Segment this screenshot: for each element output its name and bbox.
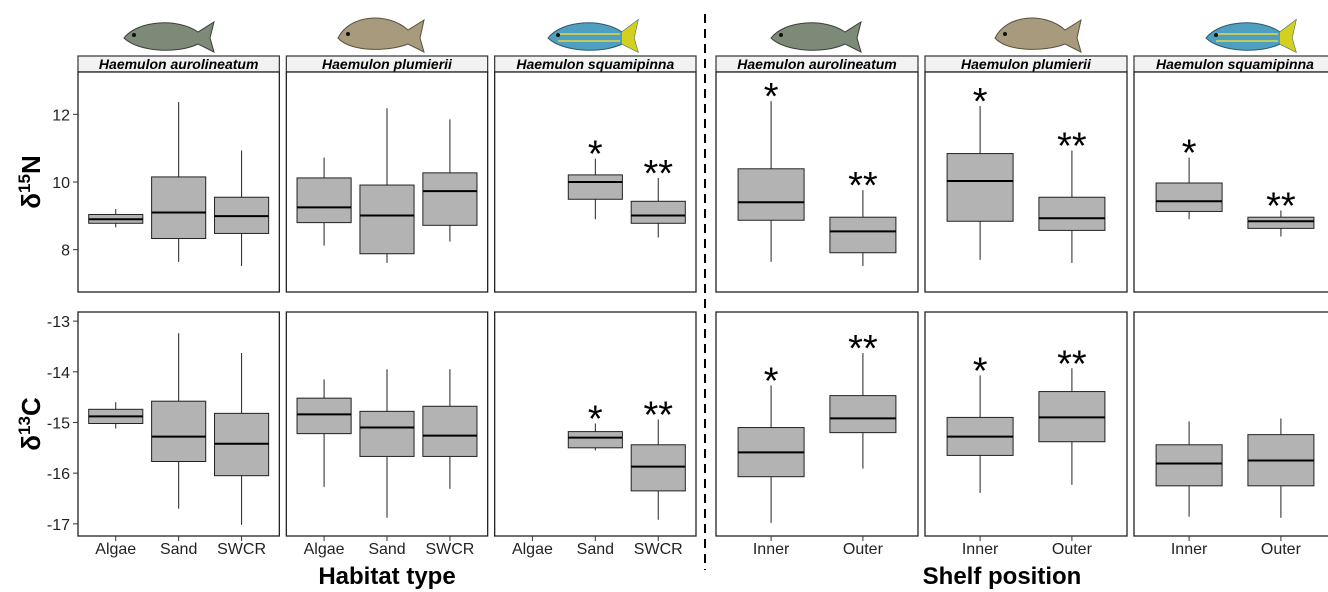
box [1038, 196, 1106, 231]
x-tick-label: SWCR [425, 541, 474, 558]
box [1247, 216, 1315, 229]
facet-label: Haemulon plumierii [322, 56, 453, 72]
x-tick-label: Sand [577, 541, 614, 558]
y-label-element: C [16, 397, 46, 416]
box [630, 200, 686, 224]
box [151, 400, 207, 463]
box [946, 153, 1014, 222]
y-label-superscript: 13 [15, 416, 34, 435]
box [567, 174, 623, 200]
y-tick-label: -14 [47, 365, 70, 382]
box [359, 184, 415, 255]
fish-icon [547, 19, 639, 53]
significance-label: ** [1057, 126, 1087, 168]
significance-label: ** [848, 165, 878, 207]
significance-label: * [764, 76, 779, 118]
y-axis-label: δ15N [15, 155, 46, 208]
significance-label: ** [1266, 185, 1296, 227]
y-tick-label: 8 [61, 243, 70, 260]
x-tick-label: Inner [753, 541, 790, 558]
x-tick-label: Sand [160, 541, 197, 558]
x-tick-label: Inner [962, 541, 999, 558]
x-axis-label: Habitat type [318, 563, 455, 590]
box [296, 397, 352, 435]
significance-label: * [588, 134, 603, 176]
box [1155, 444, 1223, 487]
x-tick-label: Algae [512, 541, 553, 558]
fish-icon [123, 21, 215, 53]
facet-label: Haemulon squamipinna [516, 56, 674, 72]
significance-label: ** [1057, 343, 1087, 385]
x-tick-label: SWCR [217, 541, 266, 558]
fish-icon [770, 21, 862, 53]
significance-label: * [973, 81, 988, 123]
y-tick-label: 12 [52, 107, 70, 124]
significance-label: ** [848, 328, 878, 370]
significance-label: ** [643, 153, 673, 195]
significance-label: ** [643, 394, 673, 436]
box [829, 395, 897, 434]
x-tick-label: Inner [1171, 541, 1208, 558]
significance-label: * [764, 360, 779, 402]
fish-icon [994, 17, 1082, 53]
facet-label: Haemulon aurolineatum [737, 56, 896, 72]
fish-icon [1205, 19, 1297, 53]
x-tick-label: Algae [95, 541, 136, 558]
panel [1133, 311, 1328, 537]
box [630, 444, 686, 492]
box [829, 216, 897, 254]
facet-label: Haemulon aurolineatum [99, 56, 258, 72]
significance-label: * [588, 398, 603, 440]
box [1155, 182, 1223, 212]
x-tick-label: Sand [368, 541, 405, 558]
significance-label: * [1182, 133, 1197, 175]
y-tick-label: -17 [47, 517, 70, 534]
fish-icon [337, 17, 425, 53]
y-tick-label: -13 [47, 314, 70, 331]
y-label-element: N [16, 155, 46, 174]
panel [1133, 71, 1328, 293]
box [422, 405, 478, 457]
facet-label: Haemulon squamipinna [1156, 56, 1314, 72]
y-tick-label: 10 [52, 175, 70, 192]
y-axis-label: δ13C [15, 397, 46, 451]
significance-label: * [973, 350, 988, 392]
box [151, 176, 207, 240]
y-label-symbol: δ [16, 193, 46, 209]
y-tick-label: -15 [47, 415, 70, 432]
x-tick-label: Outer [1261, 541, 1302, 558]
x-tick-label: Outer [843, 541, 884, 558]
y-tick-label: -16 [47, 466, 70, 483]
facet-label: Haemulon plumierii [961, 56, 1092, 72]
x-tick-label: SWCR [634, 541, 683, 558]
y-label-superscript: 15 [15, 174, 34, 193]
box [359, 410, 415, 457]
box [567, 431, 623, 449]
box [422, 172, 478, 226]
y-label-symbol: δ [16, 435, 46, 451]
box [296, 177, 352, 224]
box [737, 168, 805, 221]
x-tick-label: Outer [1052, 541, 1093, 558]
x-tick-label: Algae [304, 541, 345, 558]
x-axis-label: Shelf position [923, 563, 1082, 590]
